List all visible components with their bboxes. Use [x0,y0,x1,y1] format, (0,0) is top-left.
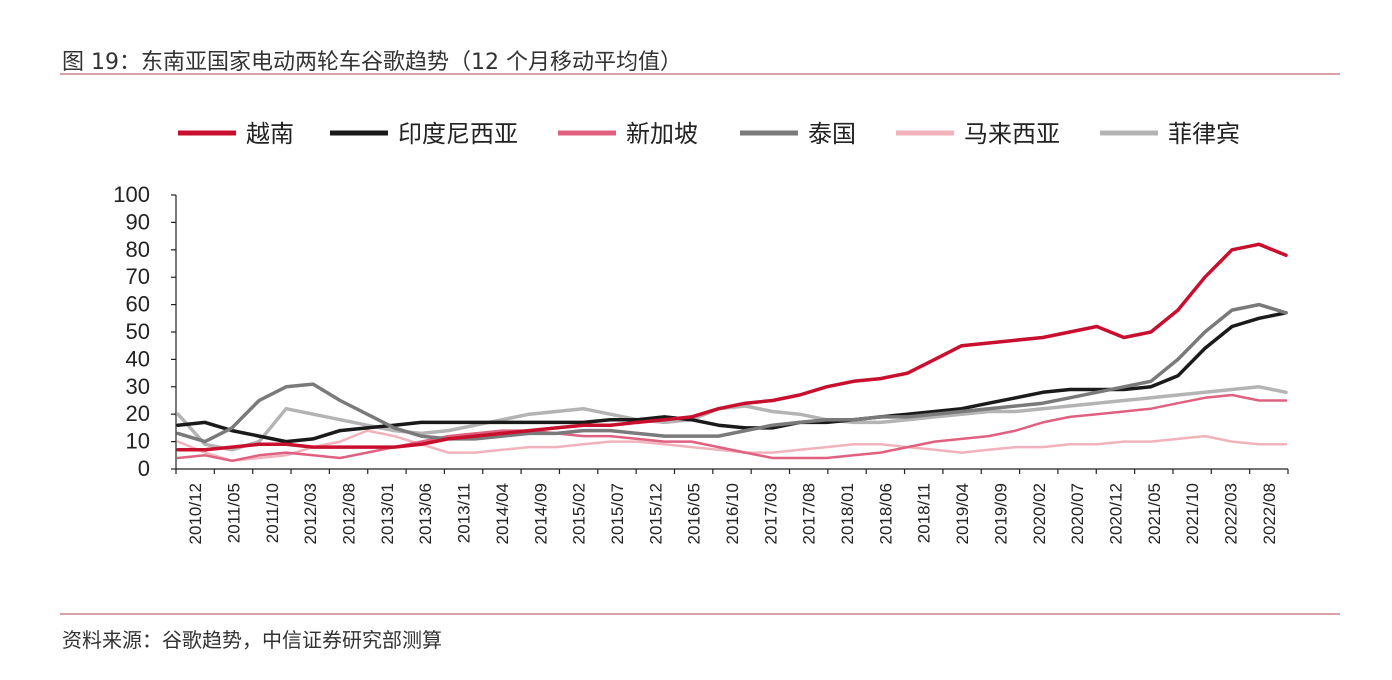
x-tick-label: 2016/10 [723,483,742,544]
legend-label-1: 印度尼西亚 [398,120,518,148]
x-tick-label: 2015/07 [608,483,627,544]
source-divider [60,613,1340,615]
x-tick-label: 2019/04 [953,483,972,544]
x-tick-label: 2020/07 [1068,483,1087,544]
y-tick-label: 90 [126,209,150,234]
x-tick-label: 2012/08 [340,483,359,544]
x-tick-label: 2020/02 [1030,483,1049,544]
x-tick-label: 2017/03 [761,483,780,544]
x-tick-label: 2013/06 [416,483,435,544]
y-tick-label: 0 [138,456,150,481]
chart-legend: 越南 印度尼西亚 新加坡 泰国 马来西亚 菲律宾 [178,120,1240,148]
x-tick-label: 2021/05 [1145,483,1164,544]
source-note: 资料来源：谷歌趋势，中信证券研究部测算 [62,628,442,652]
x-tick-label: 2018/06 [876,483,895,544]
y-tick-label: 60 [126,292,150,317]
x-tick-label: 2011/10 [263,483,282,543]
series-line-4 [176,429,1288,463]
y-tick-label: 80 [126,237,150,262]
figure-title: 图 19：东南亚国家电动两轮车谷歌趋势（12 个月移动平均值） [62,50,682,75]
legend-label-3: 泰国 [808,120,856,148]
y-tick-label: 30 [126,374,150,399]
y-tick-label: 40 [126,346,150,371]
x-tick-label: 2020/12 [1106,483,1125,544]
series-line-3 [176,302,1288,444]
series-line-2 [176,393,1288,463]
legend-label-2: 新加坡 [626,120,698,148]
x-axis: 2010/12 2011/05 2011/10 2012/03 2012/08 2013/… [175,468,1289,544]
x-tick-label: 2010/12 [186,483,205,544]
series-line-0 [176,242,1288,452]
series-layer [176,242,1288,463]
title-divider [60,73,1340,75]
x-tick-label: 2021/10 [1183,483,1202,544]
x-tick-label: 2022/08 [1260,483,1279,544]
legend-label-5: 菲律宾 [1168,120,1240,148]
x-tick-label: 2011/05 [225,483,244,543]
y-tick-label: 70 [126,264,150,289]
y-tick-label: 50 [126,319,150,344]
series-line-1 [176,311,1288,444]
x-tick-label: 2022/03 [1221,483,1240,544]
x-tick-label: 2013/11 [455,483,474,543]
x-tick-label: 2014/04 [493,483,512,544]
x-tick-label: 2019/09 [991,483,1010,544]
y-tick-label: 20 [126,401,150,426]
x-tick-label: 2018/11 [915,483,934,543]
y-tick-label: 10 [126,429,150,454]
x-tick-label: 2012/03 [301,483,320,544]
x-tick-label: 2016/05 [685,483,704,544]
y-tick-label: 100 [113,182,150,207]
x-tick-label: 2013/01 [378,483,397,544]
x-tick-label: 2017/08 [800,483,819,544]
x-tick-label: 2015/12 [646,483,665,544]
legend-label-4: 马来西亚 [964,120,1060,148]
legend-label-0: 越南 [246,120,294,148]
x-tick-label: 2018/01 [838,483,857,544]
x-tick-label: 2014/09 [531,483,550,544]
x-tick-label: 2015/02 [570,483,589,544]
